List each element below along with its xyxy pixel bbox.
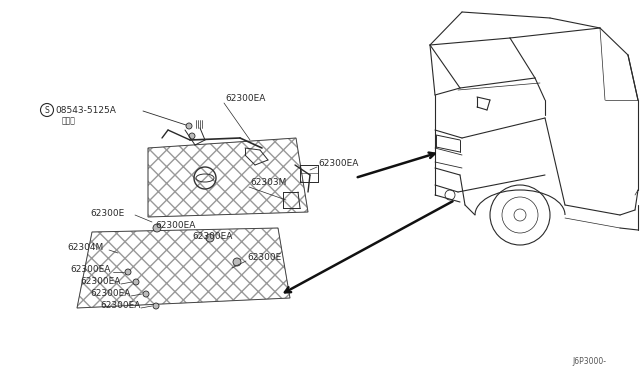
Text: 62300E: 62300E xyxy=(90,208,124,218)
Text: 62303M: 62303M xyxy=(250,177,286,186)
Circle shape xyxy=(153,224,161,232)
Text: 62300EA: 62300EA xyxy=(90,289,131,298)
Circle shape xyxy=(125,269,131,275)
Text: 62300E: 62300E xyxy=(247,253,281,263)
Text: 62300EA: 62300EA xyxy=(80,278,120,286)
Text: 62300EA: 62300EA xyxy=(225,93,266,103)
Circle shape xyxy=(189,133,195,139)
Text: J6P3000-: J6P3000- xyxy=(572,357,606,366)
Circle shape xyxy=(233,258,241,266)
Circle shape xyxy=(143,291,149,297)
Text: 62300EA: 62300EA xyxy=(155,221,195,230)
Circle shape xyxy=(153,303,159,309)
Circle shape xyxy=(186,123,192,129)
Text: 62300EA: 62300EA xyxy=(70,266,110,275)
Text: S: S xyxy=(45,106,49,115)
Circle shape xyxy=(133,279,139,285)
Circle shape xyxy=(206,234,214,242)
Text: 08543-5125A: 08543-5125A xyxy=(55,106,116,115)
Text: 62300EA: 62300EA xyxy=(318,158,358,167)
Text: 〈１〉: 〈１〉 xyxy=(62,116,76,125)
Text: 62300EA: 62300EA xyxy=(100,301,140,311)
Text: 62304M: 62304M xyxy=(67,244,103,253)
Text: 62300EA: 62300EA xyxy=(192,231,232,241)
